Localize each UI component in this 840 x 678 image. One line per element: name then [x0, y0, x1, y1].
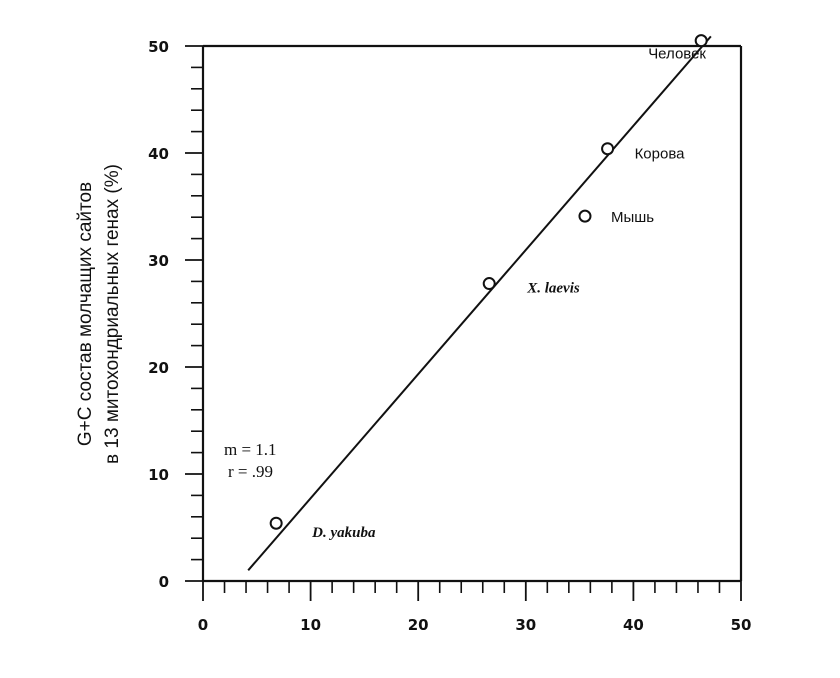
x-tick-label: 0: [198, 616, 208, 634]
data-point-label: D. yakuba: [311, 525, 376, 541]
x-tick-label: 50: [731, 616, 752, 634]
regression-line-group: [247, 35, 712, 571]
x-tick-label: 10: [300, 616, 321, 634]
data-point: [578, 209, 592, 223]
x-tick-label: 30: [515, 616, 536, 634]
slope-annotation: m = 1.1: [224, 440, 277, 459]
y-tick-label: 0: [159, 573, 169, 591]
axis-ticks: 0 10 20 30 40 50 0 10 20 30 40 50: [148, 38, 751, 634]
data-point-label: Корова: [635, 146, 686, 163]
data-points: D. yakuba X. laevis Мышь Корова Человек: [269, 34, 708, 541]
x-tick-label: 40: [623, 616, 644, 634]
y-axis-label-line-1: G+C состав молчащих сайтов: [75, 182, 96, 446]
x-tick-label: 20: [408, 616, 429, 634]
data-point: [601, 142, 615, 156]
data-point: [694, 34, 708, 48]
y-axis-label-line-2: в 13 митохондриальных генах (%): [102, 164, 123, 464]
y-tick-label: 40: [148, 145, 169, 163]
data-point-label: Мышь: [611, 209, 654, 226]
data-point-label: Человек: [648, 46, 706, 63]
data-point: [269, 516, 283, 530]
y-tick-label: 10: [148, 466, 169, 484]
y-tick-label: 50: [148, 38, 169, 56]
y-tick-label: 20: [148, 359, 169, 377]
plot-axes: [201, 44, 743, 583]
correlation-annotation: r = .99: [228, 462, 273, 481]
y-tick-label: 30: [148, 252, 169, 270]
regression-line: [247, 35, 712, 571]
data-point: [482, 277, 496, 291]
data-point-label: X. laevis: [526, 281, 580, 297]
